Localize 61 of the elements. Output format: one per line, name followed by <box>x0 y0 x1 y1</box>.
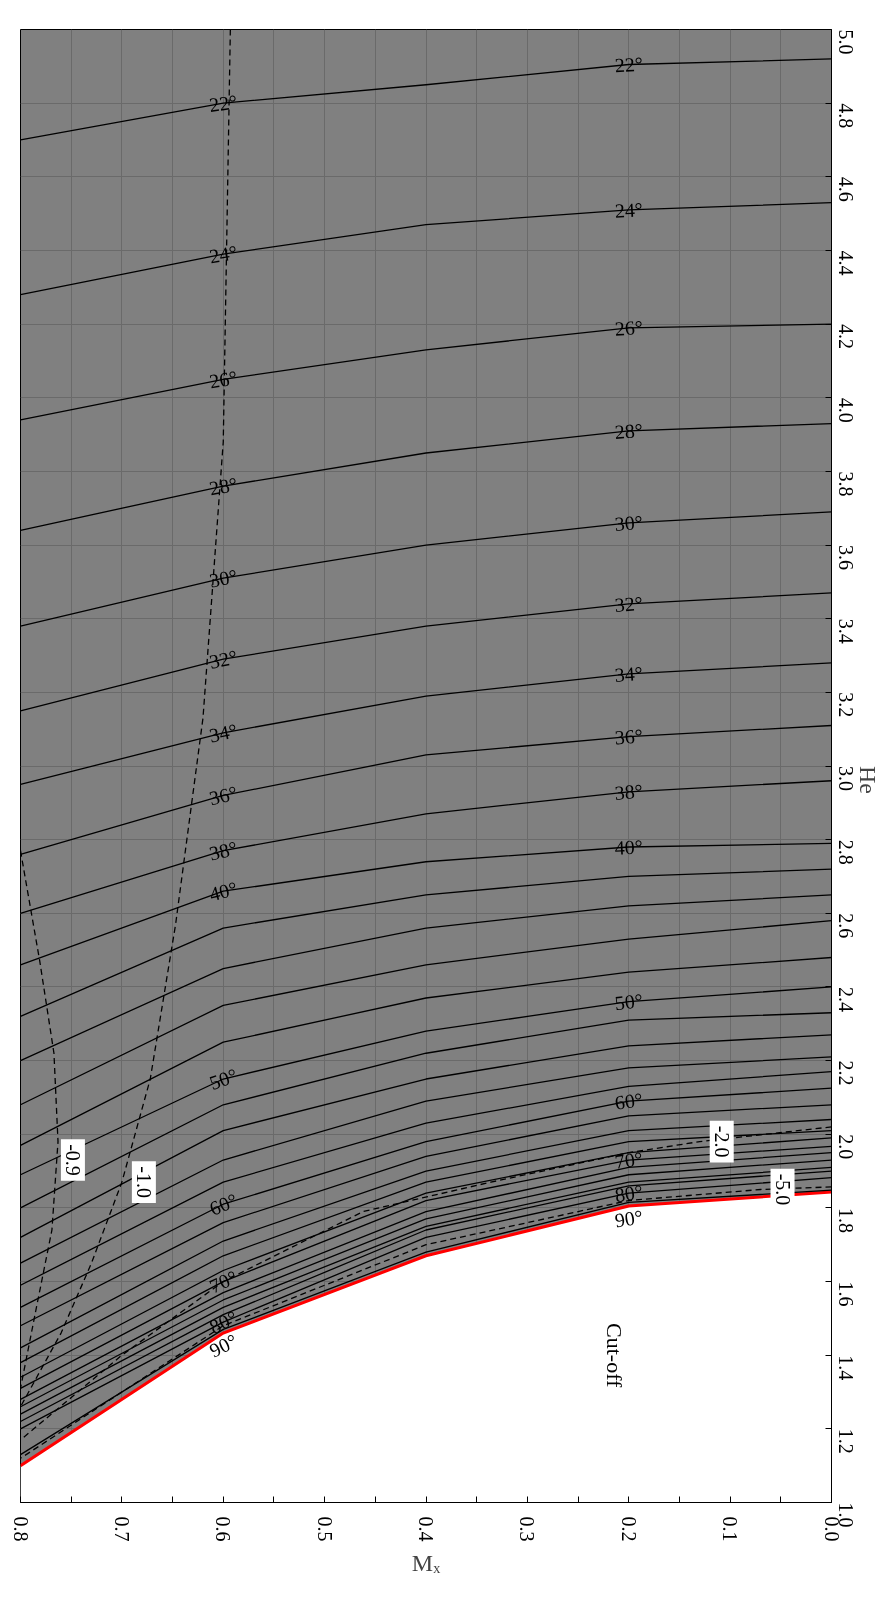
x-tick-label: 0.1 <box>719 1516 742 1542</box>
text: 40° <box>206 877 240 906</box>
annotation: -2.0 <box>710 1125 733 1158</box>
text: 80° <box>613 1180 645 1207</box>
y-tick-label: 3.2 <box>834 692 857 718</box>
x-tick-label: 0.7 <box>110 1516 133 1542</box>
text: 34° <box>613 661 644 687</box>
x-tick-label: 0.8 <box>9 1516 32 1542</box>
y-tick-label: 4.4 <box>834 250 857 276</box>
y-tick-label: 4.6 <box>834 176 857 202</box>
y-tick-label: 1.2 <box>834 1428 857 1454</box>
y-tick-label: 3.6 <box>834 545 857 571</box>
text: 36° <box>207 781 240 810</box>
text: 32° <box>613 591 644 617</box>
y-tick-label: 2.6 <box>834 913 857 939</box>
text: 60° <box>206 1188 241 1220</box>
text: 28° <box>207 472 240 500</box>
y-tick-label: 3.4 <box>834 618 857 644</box>
y-tick-label: 5.0 <box>834 29 857 55</box>
text: 38° <box>207 836 240 865</box>
text: 22° <box>614 52 644 77</box>
annotation: -5.0 <box>771 1173 794 1206</box>
y-tick-label: 1.8 <box>834 1207 857 1233</box>
y-tick-label: 3.8 <box>834 471 857 497</box>
text: 50° <box>206 1063 241 1095</box>
y-axis-title: He <box>854 766 881 794</box>
text: 38° <box>613 779 644 804</box>
text: 90° <box>613 1205 645 1232</box>
text: 34° <box>207 719 240 747</box>
text: 24° <box>614 198 644 222</box>
text: 22° <box>207 90 239 116</box>
x-tick-label: 0.6 <box>212 1516 235 1542</box>
text: 30° <box>207 564 240 592</box>
y-tick-label: 1.6 <box>834 1281 857 1307</box>
text: 26° <box>207 366 239 393</box>
text: 26° <box>614 315 644 340</box>
x-tick-label: 0.3 <box>516 1516 539 1542</box>
text: 60° <box>613 1088 645 1114</box>
y-tick-label: 2.8 <box>834 839 857 865</box>
text: 70° <box>613 1147 645 1173</box>
text: 70° <box>205 1265 241 1298</box>
text: 28° <box>613 418 644 443</box>
y-tick-label: 4.2 <box>834 324 857 350</box>
y-tick-label: 2.0 <box>834 1134 857 1160</box>
text: 32° <box>207 645 240 673</box>
text: 30° <box>613 510 644 536</box>
annotation: -1.0 <box>132 1166 155 1198</box>
y-tick-label: 2.2 <box>834 1060 857 1086</box>
annotation: -0.9 <box>61 1144 84 1176</box>
x-axis-title: Mₓ <box>411 1549 441 1576</box>
y-tick-label: 1.4 <box>834 1355 857 1381</box>
x-tick-label: 0.4 <box>415 1516 437 1542</box>
y-tick-label: 2.4 <box>834 986 857 1012</box>
annotation: Cut-off <box>602 1323 628 1389</box>
x-tick-label: 0.5 <box>313 1516 336 1542</box>
text: 50° <box>613 989 644 1015</box>
y-tick-label: 3.0 <box>834 766 857 791</box>
y-tick-label: 4.8 <box>834 103 857 129</box>
y-tick-label: 4.0 <box>834 397 857 423</box>
x-tick-label: 0.2 <box>617 1516 640 1542</box>
text: 40° <box>614 835 644 859</box>
